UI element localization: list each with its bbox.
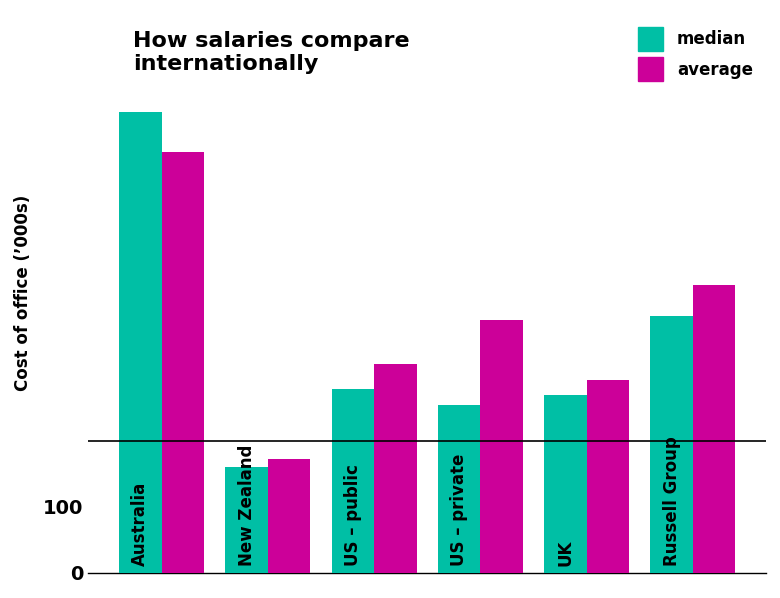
Legend: median, average: median, average — [633, 22, 758, 86]
Bar — [332, 389, 374, 573]
Bar — [161, 152, 204, 573]
Y-axis label: Cost of office (’000s): Cost of office (’000s) — [14, 195, 32, 391]
Bar — [119, 112, 161, 573]
Text: Russell Group: Russell Group — [662, 437, 680, 566]
Text: How salaries compare
internationally: How salaries compare internationally — [133, 30, 410, 74]
Text: UK: UK — [556, 539, 574, 566]
Bar — [480, 319, 523, 573]
Bar — [268, 459, 310, 573]
Bar — [225, 468, 268, 573]
Bar — [374, 364, 417, 573]
Bar — [438, 405, 480, 573]
Text: Australia: Australia — [131, 482, 149, 566]
Text: US – private: US – private — [450, 454, 468, 566]
Bar — [587, 380, 629, 573]
Bar — [544, 395, 587, 573]
Bar — [651, 316, 693, 573]
Bar — [693, 285, 736, 573]
Text: US – public: US – public — [344, 464, 362, 566]
Text: New Zealand: New Zealand — [238, 445, 256, 566]
